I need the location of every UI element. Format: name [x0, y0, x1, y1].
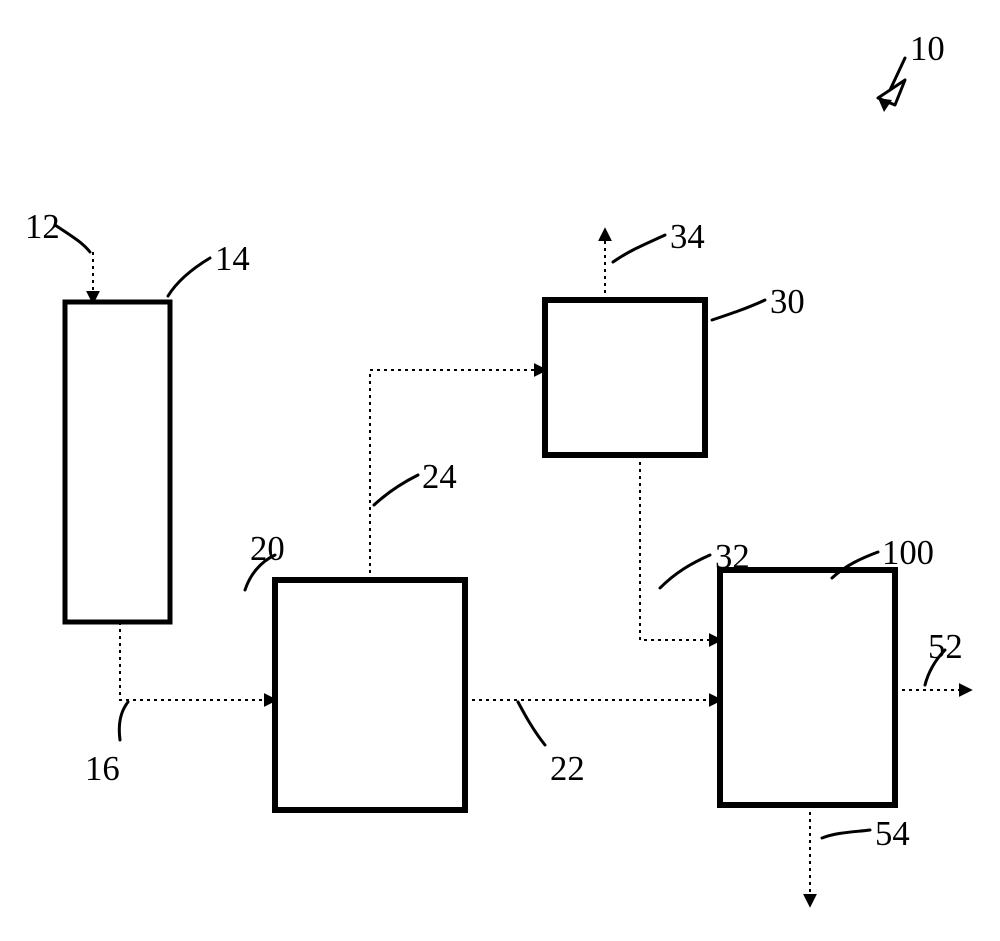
label-t14: 14 [215, 240, 250, 279]
leader-l100 [832, 552, 878, 578]
ref10-arrow-icon [878, 58, 905, 105]
label-t32: 32 [715, 538, 750, 577]
label-t10: 10 [910, 30, 945, 69]
label-t52: 52 [928, 628, 963, 667]
box-b30 [545, 300, 705, 455]
box-b14 [65, 302, 170, 622]
flow-a32 [640, 455, 720, 640]
diagram-svg [0, 0, 1000, 941]
leader-l16 [119, 702, 128, 740]
label-t34: 34 [670, 218, 705, 257]
label-t12: 12 [25, 208, 60, 247]
label-t30: 30 [770, 283, 805, 322]
label-t22: 22 [550, 750, 585, 789]
diagram-stage: 10 12 14 34 30 20 24 32 100 16 22 52 54 [0, 0, 1000, 941]
leader-l54 [822, 830, 870, 838]
flow-a16 [120, 622, 275, 700]
label-t20: 20 [250, 530, 285, 569]
leader-l12 [55, 225, 90, 252]
label-t16: 16 [85, 750, 120, 789]
box-b20 [275, 580, 465, 810]
leader-l30 [712, 300, 765, 320]
label-t100: 100 [882, 534, 934, 573]
ref10-arrowhead-icon [878, 98, 892, 112]
leader-l14 [168, 258, 210, 296]
leader-l22 [518, 702, 545, 745]
leader-l24 [374, 475, 418, 505]
box-b100 [720, 570, 895, 805]
flow-a24 [370, 370, 545, 580]
leader-l32 [660, 555, 710, 588]
label-t54: 54 [875, 815, 910, 854]
label-t24: 24 [422, 458, 457, 497]
leader-l34 [613, 235, 665, 262]
